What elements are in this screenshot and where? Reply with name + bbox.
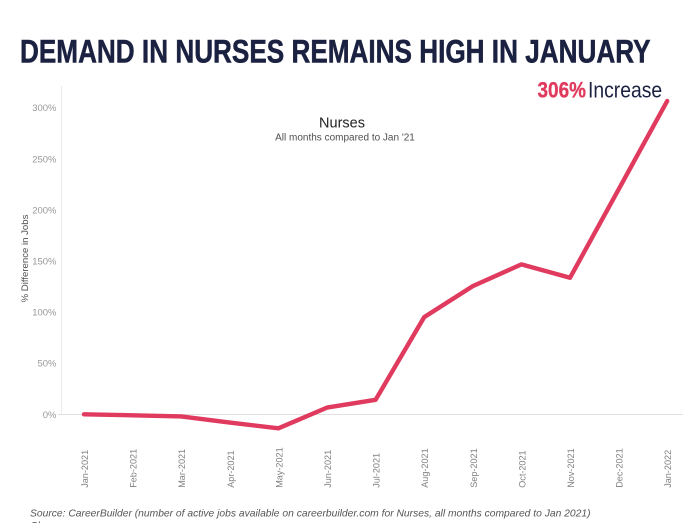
svg-text:% Difference in Jobs: % Difference in Jobs	[20, 214, 31, 302]
svg-text:100%: 100%	[32, 308, 57, 319]
svg-text:Apr-2021: Apr-2021	[226, 450, 236, 487]
svg-text:50%: 50%	[37, 359, 57, 370]
svg-text:Ch: Ch	[30, 521, 44, 523]
svg-text:Jan-2022: Jan-2022	[663, 450, 673, 488]
svg-text:250%: 250%	[32, 154, 57, 165]
svg-text:Oct-2021: Oct-2021	[517, 450, 527, 487]
svg-text:Feb-2021: Feb-2021	[129, 449, 139, 488]
svg-text:Nurses: Nurses	[319, 116, 365, 132]
svg-text:306%: 306%	[538, 78, 586, 103]
svg-text:300%: 300%	[32, 103, 57, 114]
svg-text:Aug-2021: Aug-2021	[420, 448, 430, 487]
svg-text:Mar-2021: Mar-2021	[177, 449, 187, 488]
svg-text:All months compared to Jan '21: All months compared to Jan '21	[275, 133, 415, 144]
svg-text:Jul-2021: Jul-2021	[372, 453, 382, 488]
svg-text:Increase: Increase	[588, 78, 662, 103]
svg-text:Nov-2021: Nov-2021	[566, 448, 576, 487]
svg-text:Sep-2021: Sep-2021	[469, 448, 479, 487]
svg-text:200%: 200%	[32, 205, 57, 216]
svg-text:0%: 0%	[43, 410, 57, 421]
svg-text:Jan-2021: Jan-2021	[80, 450, 90, 488]
svg-text:Dec-2021: Dec-2021	[615, 448, 625, 487]
svg-text:Jun-2021: Jun-2021	[323, 450, 333, 488]
svg-text:DEMAND IN NURSES REMAINS HIGH: DEMAND IN NURSES REMAINS HIGH IN JANUARY	[20, 34, 651, 70]
svg-text:May-2021: May-2021	[274, 447, 284, 487]
svg-text:150%: 150%	[32, 257, 57, 268]
svg-text:Source: CareerBuilder (number: Source: CareerBuilder (number of active …	[30, 509, 591, 520]
